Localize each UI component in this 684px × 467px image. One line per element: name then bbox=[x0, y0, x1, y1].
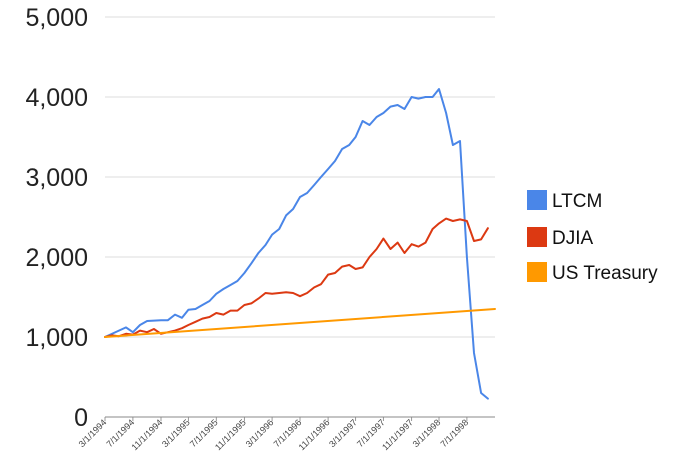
x-tick-label: 3/1/1998 bbox=[411, 417, 443, 449]
x-tick-label: 11/1/1994 bbox=[130, 417, 165, 452]
legend-label: LTCM bbox=[552, 191, 602, 212]
series-lines bbox=[104, 88, 496, 400]
x-tick-label: 3/1/1997 bbox=[327, 417, 359, 449]
x-tick-label: 11/1/1997 bbox=[380, 417, 415, 452]
legend-label: US Treasury bbox=[552, 263, 658, 284]
legend-swatch bbox=[527, 262, 547, 282]
x-tick-label: 3/1/1995 bbox=[160, 417, 192, 449]
x-tick-label: 3/1/1996 bbox=[244, 417, 276, 449]
legend-swatch bbox=[527, 190, 547, 210]
legend-label: DJIA bbox=[552, 228, 594, 249]
y-tick-label: 2,000 bbox=[25, 244, 88, 272]
series-line-us-treasury bbox=[104, 308, 496, 338]
y-tick-label: 3,000 bbox=[25, 164, 88, 192]
y-tick-label: 5,000 bbox=[25, 4, 88, 32]
y-tick-label: 1,000 bbox=[25, 324, 88, 352]
series-line-ltcm bbox=[104, 88, 489, 400]
y-tick-label: 4,000 bbox=[25, 84, 88, 112]
gridlines bbox=[105, 16, 495, 338]
x-tick-label: 7/1/1998 bbox=[438, 417, 470, 449]
legend-swatch bbox=[527, 227, 547, 247]
x-tick-label: 11/1/1995 bbox=[213, 417, 248, 452]
y-axis-tick-labels: 0 1,000 2,000 3,000 4,000 5,000 bbox=[25, 4, 88, 432]
y-tick-label: 0 bbox=[74, 404, 88, 432]
legend: LTCM DJIA US Treasury bbox=[527, 190, 658, 284]
x-axis-tick-labels: 3/1/19947/1/199411/1/19943/1/19957/1/199… bbox=[77, 417, 470, 452]
x-tick-label: 11/1/1996 bbox=[297, 417, 332, 452]
